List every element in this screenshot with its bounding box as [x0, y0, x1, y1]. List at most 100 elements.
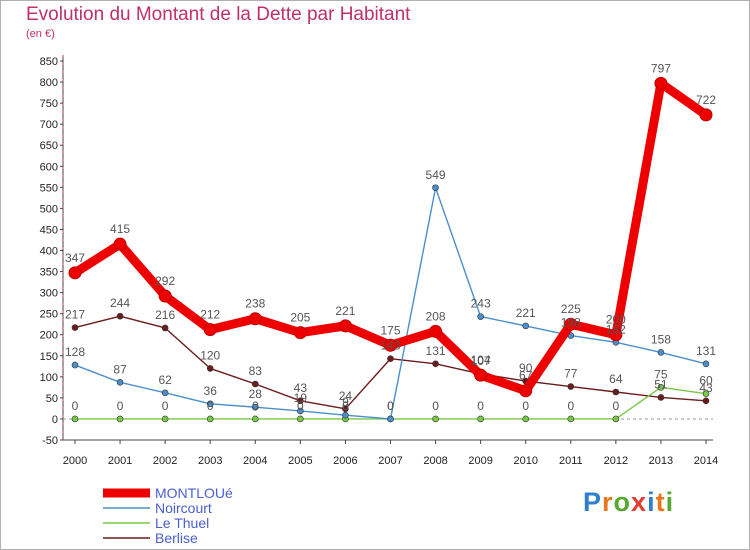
data-point: [702, 390, 710, 397]
data-point: [432, 184, 439, 192]
data-point: [657, 349, 665, 356]
data-point: [342, 411, 349, 419]
data-point: [251, 403, 259, 411]
data-point: [203, 323, 217, 337]
data-label: 64: [609, 372, 623, 386]
x-tick-label: 2008: [423, 455, 447, 467]
proxiti-logo: Proxiti: [583, 487, 674, 518]
data-label: 0: [117, 399, 124, 413]
data-point: [71, 415, 79, 423]
data-label: 225: [561, 302, 581, 316]
x-tick-label: 2009: [468, 455, 492, 467]
y-tick-label: 700: [40, 119, 58, 131]
data-point: [387, 355, 394, 363]
data-label: 217: [65, 308, 85, 322]
data-point: [567, 415, 575, 423]
data-point: [657, 384, 665, 391]
data-label: 131: [696, 344, 716, 358]
data-label: 0: [567, 399, 574, 413]
y-tick-label: 400: [40, 246, 58, 258]
x-tick-label: 2010: [513, 455, 537, 467]
data-label: 200: [606, 313, 626, 327]
x-tick-label: 2004: [243, 455, 267, 467]
x-tick-label: 2002: [153, 455, 177, 467]
data-label: 0: [477, 399, 484, 413]
y-tick-label: 650: [40, 140, 58, 152]
data-point: [71, 361, 79, 369]
data-label: 158: [651, 332, 671, 346]
data-point: [564, 317, 578, 331]
data-label: 90: [519, 361, 533, 375]
data-point: [116, 415, 124, 423]
data-point: [612, 415, 620, 423]
data-label: 75: [654, 367, 668, 381]
data-label: 292: [155, 274, 175, 288]
chart-title: Evolution du Montant de la Dette par Hab…: [26, 4, 411, 25]
data-label: 182: [606, 322, 626, 336]
legend-label: MONTLOUé: [155, 485, 233, 501]
data-point: [251, 415, 259, 423]
x-tick-label: 2000: [63, 455, 87, 467]
data-point: [387, 415, 394, 423]
data-label: 722: [696, 93, 716, 107]
series-lines: [68, 76, 713, 423]
chart-subtitle: (en €): [26, 28, 55, 40]
data-point: [519, 384, 533, 398]
data-point: [206, 415, 214, 423]
data-label: 62: [158, 373, 172, 387]
x-tick-label: 2007: [378, 455, 402, 467]
data-label: 238: [245, 297, 265, 311]
x-tick-label: 2003: [198, 455, 222, 467]
data-point: [699, 108, 713, 122]
data-label: 60: [699, 374, 713, 388]
data-label: 212: [200, 308, 220, 322]
data-point: [657, 394, 665, 401]
data-label: 244: [110, 296, 130, 310]
data-point: [113, 237, 127, 251]
data-labels: 347 415 292 212 238 205 221 175 208 104 67 225 200 79…: [65, 61, 716, 413]
data-label: 0: [207, 399, 214, 413]
y-tick-label: 600: [40, 161, 58, 173]
data-label: 0: [432, 399, 439, 413]
x-tick-label: 2005: [288, 455, 312, 467]
data-label: 131: [426, 344, 446, 358]
data-point: [474, 368, 488, 382]
data-label: 347: [65, 251, 85, 265]
data-point: [206, 400, 214, 408]
x-tick-label: 2013: [649, 455, 673, 467]
data-label: 143: [380, 339, 400, 353]
data-label: 104: [471, 353, 491, 367]
data-label: 28: [249, 387, 263, 401]
y-tick-label: 0: [52, 414, 58, 426]
data-label: 175: [380, 323, 400, 337]
data-point: [161, 415, 169, 423]
data-point: [116, 379, 124, 386]
data-point: [522, 322, 530, 330]
data-point: [338, 319, 352, 333]
data-label: 549: [426, 168, 446, 182]
data-label: 107: [471, 354, 491, 368]
data-label: 24: [339, 389, 353, 403]
logo-letter: P: [583, 487, 603, 517]
data-label: 83: [249, 364, 263, 378]
data-point: [432, 415, 439, 423]
data-label: 797: [651, 61, 671, 75]
data-label: 0: [613, 399, 620, 413]
logo-letter: x: [631, 487, 648, 517]
data-label: 77: [564, 367, 578, 381]
data-label: 205: [290, 311, 310, 325]
data-label: 0: [72, 399, 79, 413]
data-point: [293, 326, 307, 340]
y-tick-label: 250: [40, 309, 58, 321]
y-tick-label: 50: [46, 393, 58, 405]
x-tick-label: 2001: [108, 455, 132, 467]
data-label: 0: [342, 399, 349, 413]
data-label: 87: [113, 362, 127, 376]
data-label: 221: [335, 304, 355, 318]
data-point: [161, 324, 169, 332]
data-point: [71, 324, 79, 331]
legend-label: Berlise: [155, 530, 198, 546]
data-label: 9: [342, 395, 349, 409]
